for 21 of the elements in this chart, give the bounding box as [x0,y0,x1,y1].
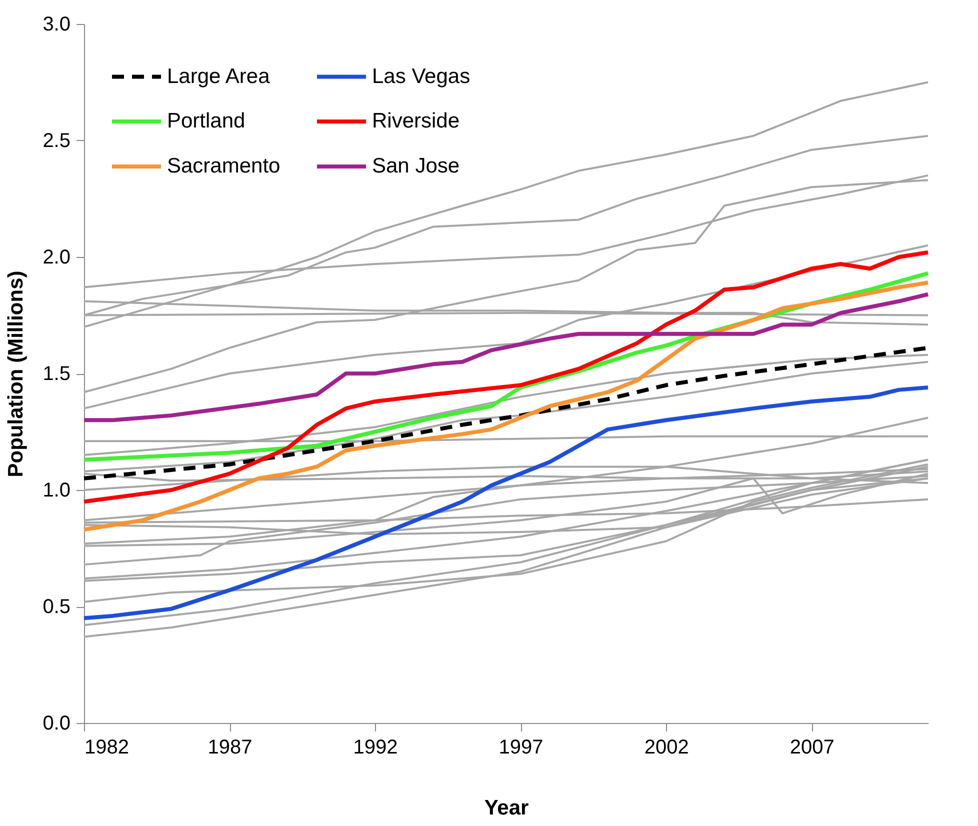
x-axis-title: Year [484,796,529,820]
x-tick-label: 2007 [790,736,834,758]
x-tick-label: 1997 [498,736,544,758]
x-tick-label: 2002 [644,736,689,758]
y-tick-label: 0.5 [42,596,70,618]
x-tick-label: 1992 [353,736,398,758]
legend-label: Riverside [372,110,460,132]
y-tick-label: 2.5 [42,130,70,152]
legend-label: San Jose [372,154,460,178]
legend-label: Large Area [167,64,270,88]
legend-label: Portland [167,110,246,132]
y-tick-label: 1.0 [42,480,70,502]
y-tick-label: 0.0 [42,712,70,734]
legend-label: Sacramento [167,154,280,178]
y-tick-label: 3.0 [42,14,70,36]
legend-label: Las Vegas [372,64,470,88]
x-tick-label: 1987 [208,736,252,758]
x-tick-label: 1982 [84,736,129,758]
y-tick-label: 1.5 [42,363,70,385]
y-tick-label: 2.0 [42,246,70,268]
y-axis-title: Population (Millions) [4,270,28,478]
